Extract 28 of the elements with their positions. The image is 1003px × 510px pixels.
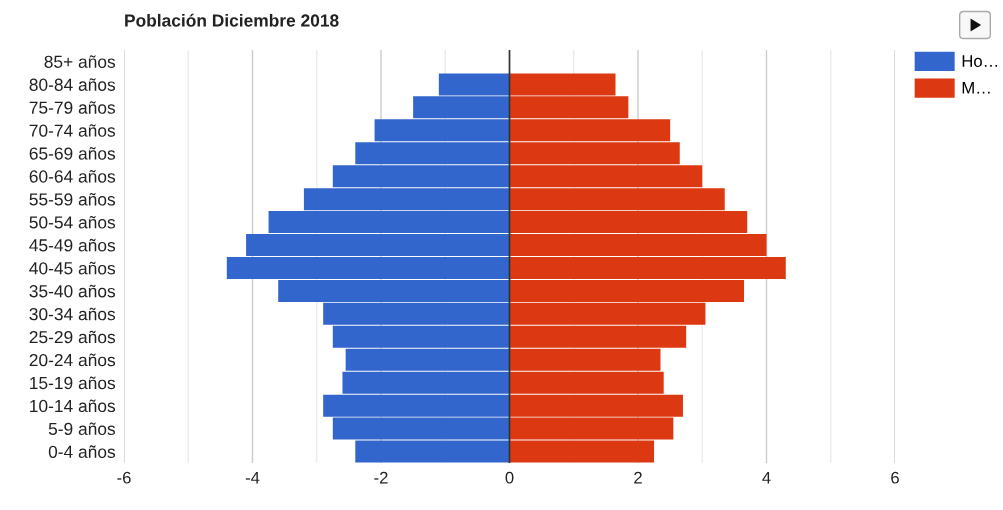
y-tick-label: 60-64 años [29, 170, 116, 183]
x-tick-label: 4 [762, 471, 771, 484]
y-tick-label: 20-24 años [29, 353, 116, 367]
chart-title: Población Diciembre 2018 [125, 13, 339, 27]
x-tick-label: -4 [245, 471, 260, 484]
y-tick-label: 5-9 años [48, 422, 116, 436]
y-tick-label: 75-79 años [29, 101, 116, 114]
y-tick-label: 25-29 años [29, 330, 116, 344]
y-tick-label: 55-59 años [29, 192, 116, 206]
y-tick-label: 70-74 años [29, 124, 116, 137]
legend-label: M… [962, 82, 990, 94]
legend-label: Ho… [962, 55, 998, 67]
y-tick-label: 15-19 años [30, 376, 116, 390]
y-tick-label: 30-34 años [29, 307, 116, 321]
y-tick-label: 45-49 años [29, 238, 116, 252]
y-tick-label: 35-40 años [29, 284, 116, 298]
y-tick-label: 0-4 años [48, 445, 116, 458]
x-tick-label: 0 [505, 471, 514, 484]
y-tick-label: 40-45 años [29, 261, 116, 275]
y-tick-label: 85+ años [44, 55, 116, 68]
y-tick-label: 10-14 años [30, 399, 116, 413]
x-tick-label: -2 [374, 471, 388, 484]
x-tick-label: 2 [634, 471, 642, 484]
y-tick-label: 80-84 años [29, 78, 116, 91]
y-tick-label: 50-54 años [29, 215, 116, 229]
y-tick-label: 65-69 años [29, 147, 116, 160]
x-tick-label: -6 [117, 471, 131, 484]
x-tick-label: 6 [891, 471, 899, 484]
